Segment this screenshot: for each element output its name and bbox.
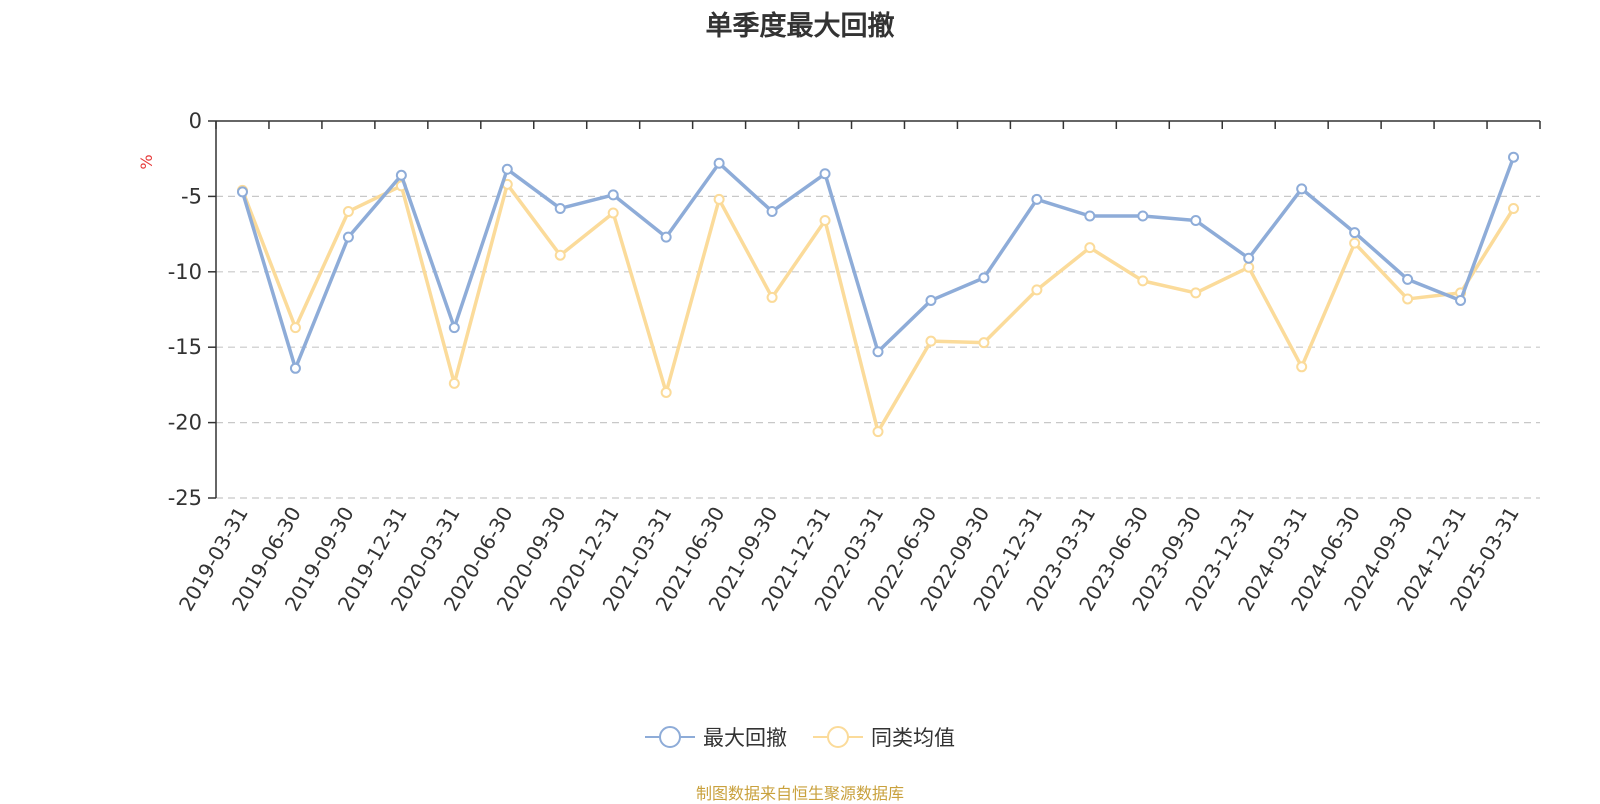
axes: 0-5-10-15-20-252019-03-312019-06-302019-…: [168, 109, 1541, 615]
data-point[interactable]: [1508, 151, 1520, 163]
data-point[interactable]: [1137, 275, 1149, 287]
data-point[interactable]: [1084, 242, 1096, 254]
data-point[interactable]: [236, 186, 248, 198]
data-point[interactable]: [1031, 193, 1043, 205]
data-point[interactable]: [1402, 293, 1414, 305]
data-point[interactable]: [766, 291, 778, 303]
data-point[interactable]: [1190, 287, 1202, 299]
data-point[interactable]: [1349, 227, 1361, 239]
legend: 最大回撤 同类均值: [0, 722, 1600, 752]
source-note: 制图数据来自恒生聚源数据库: [695, 784, 904, 803]
data-point[interactable]: [872, 426, 884, 438]
data-point[interactable]: [1031, 284, 1043, 296]
data-point[interactable]: [1455, 294, 1467, 306]
data-point[interactable]: [1243, 261, 1255, 273]
data-point[interactable]: [342, 205, 354, 217]
data-point[interactable]: [713, 157, 725, 169]
data-point[interactable]: [978, 337, 990, 349]
legend-line-circle-icon: [645, 726, 695, 748]
legend-label: 同类均值: [871, 726, 955, 750]
data-point[interactable]: [395, 169, 407, 181]
data-point[interactable]: [1296, 361, 1308, 373]
data-point[interactable]: [501, 163, 513, 175]
y-tick-label: -15: [168, 335, 202, 359]
data-point[interactable]: [713, 193, 725, 205]
data-point[interactable]: [660, 386, 672, 398]
y-tick-label: 0: [189, 109, 202, 133]
data-point[interactable]: [819, 168, 831, 180]
data-point[interactable]: [1349, 237, 1361, 249]
data-point[interactable]: [1243, 252, 1255, 264]
data-point[interactable]: [448, 322, 460, 334]
data-point[interactable]: [289, 362, 301, 374]
data-point[interactable]: [1296, 183, 1308, 195]
data-point[interactable]: [819, 215, 831, 227]
legend-item-peer-average[interactable]: 同类均值: [813, 722, 955, 752]
data-point[interactable]: [554, 249, 566, 261]
data-point[interactable]: [607, 207, 619, 219]
data-point[interactable]: [1084, 210, 1096, 222]
data-point[interactable]: [448, 377, 460, 389]
y-tick-label: -20: [168, 411, 202, 435]
legend-item-max-drawdown[interactable]: 最大回撤: [645, 722, 787, 752]
series-line: [240, 156, 1516, 371]
data-point[interactable]: [1137, 210, 1149, 222]
y-axis-label: %: [137, 154, 156, 169]
data-point[interactable]: [554, 202, 566, 214]
y-tick-label: -25: [168, 486, 202, 510]
y-tick-label: -10: [168, 260, 202, 284]
data-point[interactable]: [660, 231, 672, 243]
data-point[interactable]: [872, 346, 884, 358]
data-point[interactable]: [1402, 273, 1414, 285]
series-line: [240, 182, 1516, 434]
legend-label: 最大回撤: [703, 726, 787, 750]
data-point[interactable]: [1508, 202, 1520, 214]
data-point[interactable]: [978, 272, 990, 284]
series-layer: [236, 151, 1520, 438]
data-point[interactable]: [289, 322, 301, 334]
data-point[interactable]: [607, 189, 619, 201]
y-tick-label: -5: [181, 184, 202, 208]
data-point[interactable]: [1190, 215, 1202, 227]
chart-title: 单季度最大回撤: [705, 11, 895, 42]
data-point[interactable]: [925, 335, 937, 347]
data-point[interactable]: [342, 231, 354, 243]
data-point[interactable]: [925, 294, 937, 306]
data-point[interactable]: [766, 205, 778, 217]
legend-line-circle-icon: [813, 726, 863, 748]
